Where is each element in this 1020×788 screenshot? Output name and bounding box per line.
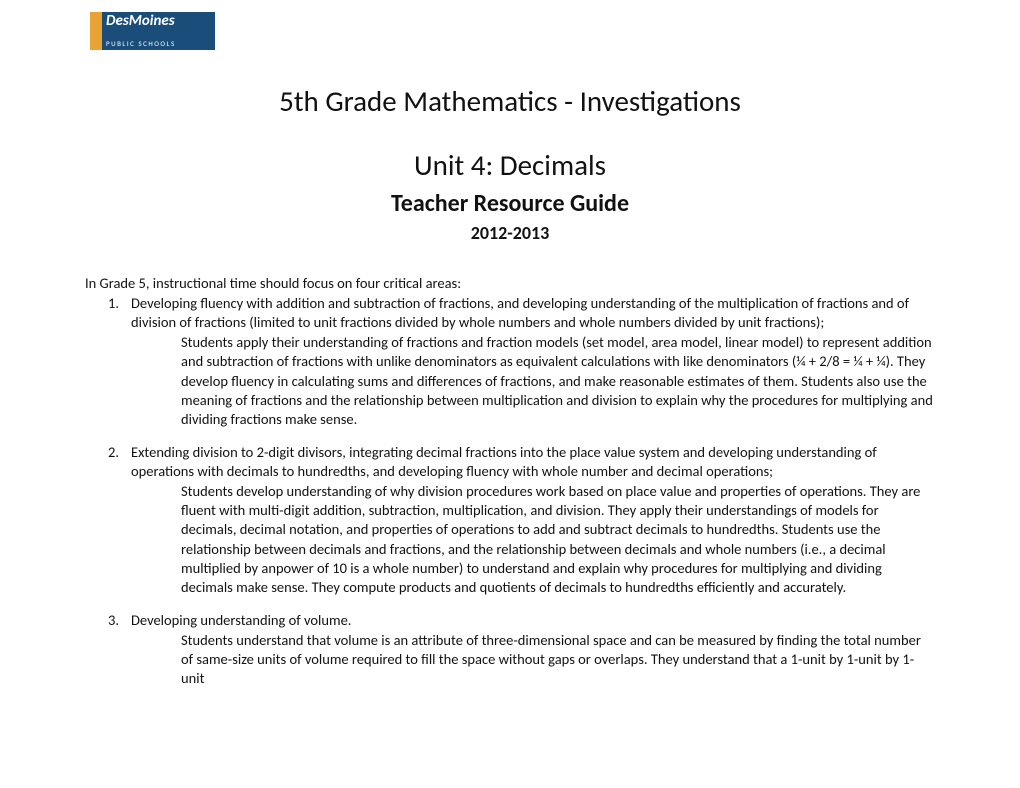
year-text: 2012-2013 <box>85 222 935 244</box>
unit-title: Unit 4: Decimals <box>85 147 935 183</box>
list-item: 1. Developing fluency with addition and … <box>85 294 935 429</box>
list-item: 2. Extending division to 2-digit divisor… <box>85 443 935 597</box>
logo-accent-bar <box>90 12 102 50</box>
list-body: Extending division to 2-digit divisors, … <box>131 443 935 597</box>
list-detail: Students develop understanding of why di… <box>131 482 935 597</box>
list-body: Developing fluency with addition and sub… <box>131 294 935 429</box>
list-heading: Extending division to 2-digit divisors, … <box>131 443 935 481</box>
list-heading: Developing understanding of volume. <box>131 611 935 630</box>
logo-sub-text: PUBLIC SCHOOLS <box>106 40 176 47</box>
list-body: Developing understanding of volume. Stud… <box>131 611 935 689</box>
logo-main-text: DesMoines <box>106 14 175 29</box>
list-item: 3. Developing understanding of volume. S… <box>85 611 935 689</box>
list-number: 3. <box>85 611 131 689</box>
intro-text: In Grade 5, instructional time should fo… <box>85 274 935 292</box>
main-title: 5th Grade Mathematics - Investigations <box>85 83 935 119</box>
document-page: DesMoines PUBLIC SCHOOLS 5th Grade Mathe… <box>0 0 1020 688</box>
logo: DesMoines PUBLIC SCHOOLS <box>90 12 215 50</box>
title-block: 5th Grade Mathematics - Investigations U… <box>85 83 935 244</box>
logo-container: DesMoines PUBLIC SCHOOLS <box>90 12 935 55</box>
list-number: 2. <box>85 443 131 597</box>
guide-title: Teacher Resource Guide <box>85 189 935 218</box>
list-detail: Students understand that volume is an at… <box>131 631 935 688</box>
list-heading: Developing fluency with addition and sub… <box>131 294 935 332</box>
list-number: 1. <box>85 294 131 429</box>
list-detail: Students apply their understanding of fr… <box>131 333 935 429</box>
